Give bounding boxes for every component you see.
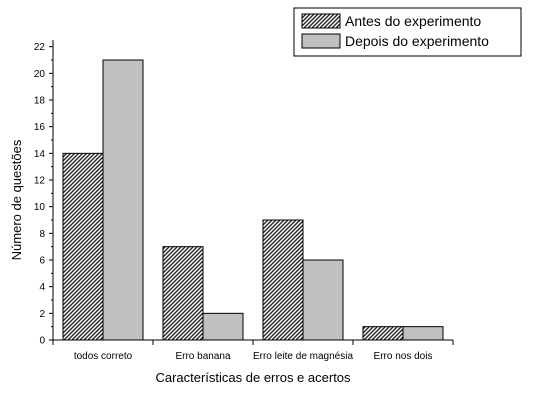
bar <box>102 59 144 341</box>
y-axis-title: Número de questões <box>9 139 24 260</box>
x-tick-label: Erro nos dois <box>374 351 433 362</box>
x-tick-label: Erro banana <box>175 351 230 362</box>
bar <box>262 219 304 341</box>
x-axis-title: Características de erros e acertos <box>155 370 351 385</box>
y-tick-label: 14 <box>34 149 46 160</box>
y-tick-label: 18 <box>34 96 46 107</box>
y-tick-label: 22 <box>34 42 46 53</box>
bar <box>162 246 204 341</box>
y-tick-label: 0 <box>39 336 45 347</box>
y-tick-label: 6 <box>39 256 45 267</box>
bar <box>302 259 344 341</box>
y-tick-label: 16 <box>34 122 46 133</box>
legend-label: Depois do experimento <box>345 33 489 49</box>
x-tick-label: Erro leite de magnésia <box>253 351 353 362</box>
bar <box>202 312 244 341</box>
bar <box>362 326 404 341</box>
bar <box>62 152 104 341</box>
y-tick-label: 20 <box>34 69 46 80</box>
legend: Antes do experimento Depois do experiment… <box>293 7 522 57</box>
x-tick-label: todos correto <box>74 351 133 362</box>
y-tick-label: 8 <box>39 229 45 240</box>
legend-swatch <box>301 33 341 49</box>
legend-swatch <box>301 13 341 29</box>
y-tick-label: 4 <box>39 282 45 293</box>
y-tick-label: 2 <box>39 309 45 320</box>
bars-group <box>62 59 444 341</box>
y-axis: 0 2 4 6 8 10 12 14 16 18 20 22 <box>34 40 54 347</box>
y-tick-label: 10 <box>34 202 46 213</box>
y-tick-label: 12 <box>34 176 46 187</box>
bar <box>402 326 444 341</box>
x-axis: todos correto Erro banana Erro leite de ma… <box>52 339 454 362</box>
legend-label: Antes do experimento <box>345 13 481 29</box>
